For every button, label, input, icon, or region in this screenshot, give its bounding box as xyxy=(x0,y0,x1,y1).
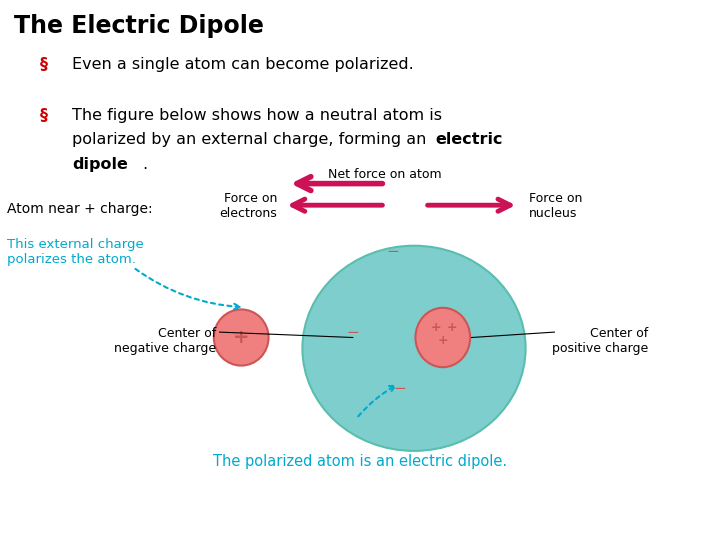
Text: +: + xyxy=(438,334,448,347)
Text: +: + xyxy=(431,321,441,334)
Text: Center of
positive charge: Center of positive charge xyxy=(552,327,648,355)
Text: The Electric Dipole: The Electric Dipole xyxy=(14,14,264,37)
Ellipse shape xyxy=(214,309,269,366)
Text: −: − xyxy=(386,244,399,259)
Text: Center of
negative charge: Center of negative charge xyxy=(114,327,216,355)
Text: −: − xyxy=(393,381,406,396)
Text: −: − xyxy=(346,325,359,340)
Text: The figure below shows how a neutral atom is: The figure below shows how a neutral ato… xyxy=(72,108,442,123)
Text: This external charge
polarizes the atom.: This external charge polarizes the atom. xyxy=(7,238,144,266)
Ellipse shape xyxy=(415,308,470,367)
Text: The polarized atom is an electric dipole.: The polarized atom is an electric dipole… xyxy=(213,454,507,469)
Text: electric: electric xyxy=(436,132,503,147)
Text: §: § xyxy=(40,108,48,123)
Text: +: + xyxy=(447,321,457,334)
Text: Net force on atom: Net force on atom xyxy=(328,168,442,181)
Ellipse shape xyxy=(302,246,526,451)
Text: polarized by an external charge, forming an: polarized by an external charge, forming… xyxy=(72,132,431,147)
Text: §: § xyxy=(40,57,48,72)
Text: .: . xyxy=(143,157,148,172)
Text: dipole: dipole xyxy=(72,157,128,172)
Text: Force on
electrons: Force on electrons xyxy=(220,192,277,220)
Text: +: + xyxy=(233,328,249,347)
Text: Even a single atom can become polarized.: Even a single atom can become polarized. xyxy=(72,57,414,72)
Text: Atom near + charge:: Atom near + charge: xyxy=(7,202,153,217)
Text: Force on
nucleus: Force on nucleus xyxy=(529,192,582,220)
